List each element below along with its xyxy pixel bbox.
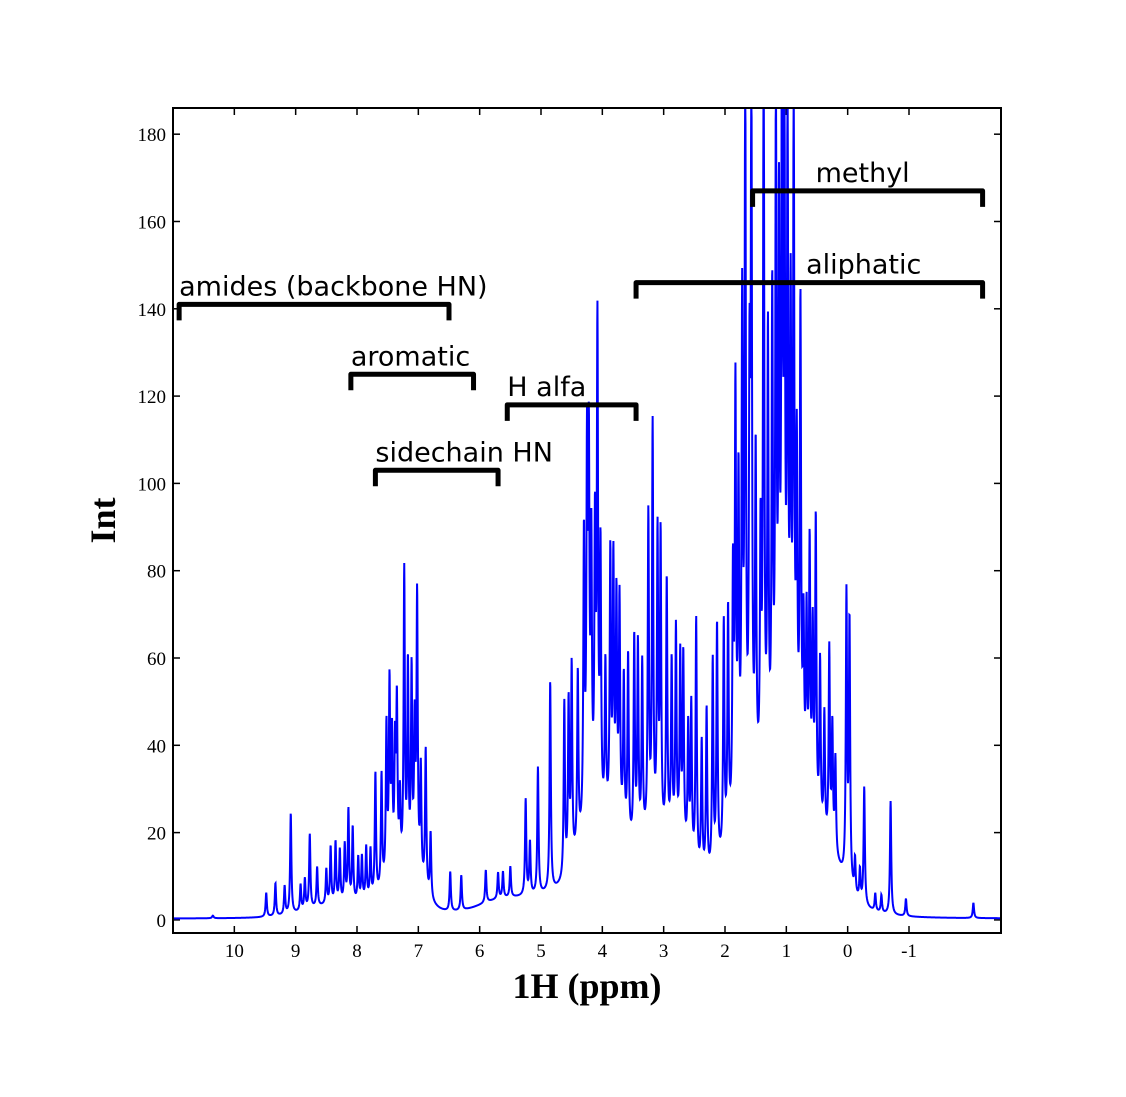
x-tick-label: 1	[782, 941, 792, 962]
region-bracket	[372, 467, 501, 487]
region-label: aliphatic	[806, 250, 921, 281]
x-tick-label: 2	[720, 941, 730, 962]
y-tick-label: 60	[147, 649, 166, 670]
x-tick-label: 4	[598, 941, 608, 962]
x-tick-label: -1	[901, 941, 917, 962]
x-tick-label: 8	[352, 941, 362, 962]
x-tick-label: 5	[536, 941, 546, 962]
region-bracket	[633, 280, 986, 299]
region-annotations: amides (backbone HN) aromatic sidechain HN…	[176, 158, 986, 487]
x-tick-label: 0	[843, 941, 853, 962]
x-tick-label: 10	[225, 941, 244, 962]
region-annotation: aliphatic	[633, 250, 986, 299]
region-bracket	[176, 301, 452, 321]
region-annotation: aromatic	[348, 341, 477, 391]
x-tick-label: 3	[659, 941, 669, 962]
y-axis-ticks: 0 20 40 60 80 100 120 140 160 180	[138, 125, 1001, 932]
plot-frame	[172, 107, 1002, 934]
y-tick-label: 140	[138, 300, 167, 321]
y-tick-label: 120	[138, 387, 167, 408]
region-label: amides (backbone HN)	[179, 271, 487, 302]
y-axis-title: Int	[83, 497, 123, 543]
y-tick-label: 100	[138, 474, 167, 495]
region-label: aromatic	[351, 341, 470, 372]
region-label: H alfa	[507, 372, 586, 403]
region-label: methyl	[816, 158, 910, 189]
y-tick-label: 160	[138, 212, 167, 233]
y-tick-label: 80	[147, 562, 166, 583]
region-annotation: methyl	[750, 158, 986, 207]
region-bracket	[750, 188, 986, 207]
spectrum-line	[173, 107, 1001, 920]
y-tick-label: 20	[147, 824, 166, 845]
region-bracket	[348, 371, 477, 391]
region-bracket	[504, 402, 639, 421]
y-tick-label: 0	[157, 911, 167, 932]
region-annotation: amides (backbone HN)	[176, 271, 488, 321]
x-tick-label: 9	[291, 941, 301, 962]
x-tick-label: 6	[475, 941, 485, 962]
region-annotation: sidechain HN	[372, 437, 553, 487]
region-label: sidechain HN	[375, 437, 553, 468]
y-tick-label: 40	[147, 736, 166, 757]
x-axis-ticks: 10 9 8 7 6 5 4 3 2 1 0 -1	[225, 108, 917, 962]
y-tick-label: 180	[138, 125, 167, 146]
region-annotation: H alfa	[504, 372, 639, 421]
x-axis-title: 1H (ppm)	[512, 966, 661, 1006]
x-tick-label: 7	[414, 941, 424, 962]
